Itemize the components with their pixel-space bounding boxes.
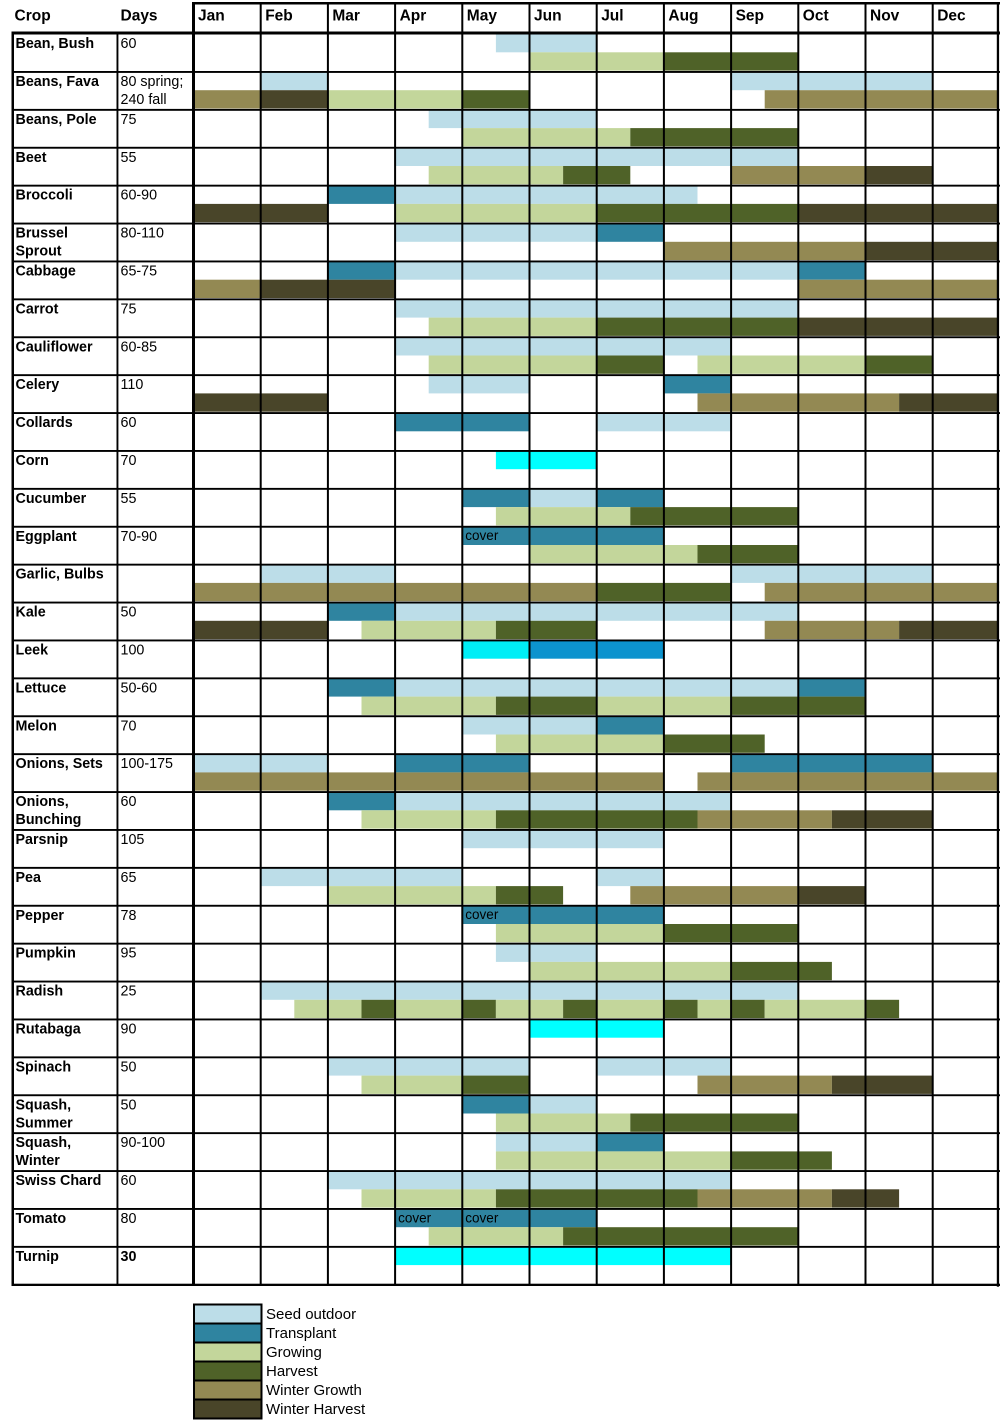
svg-text:Nov: Nov <box>870 8 900 25</box>
svg-text:Sep: Sep <box>736 8 764 25</box>
svg-text:Eggplant: Eggplant <box>16 529 77 545</box>
svg-text:50: 50 <box>121 1097 137 1113</box>
svg-text:Pepper: Pepper <box>16 908 65 924</box>
svg-text:Parsnip: Parsnip <box>16 832 69 848</box>
svg-text:Crop: Crop <box>15 8 51 25</box>
svg-text:Jun: Jun <box>534 8 562 25</box>
svg-text:cover: cover <box>465 907 499 922</box>
svg-text:78: 78 <box>121 908 137 924</box>
svg-text:Kale: Kale <box>16 605 46 621</box>
svg-text:cover: cover <box>465 528 499 543</box>
svg-text:60: 60 <box>121 36 137 52</box>
svg-text:70: 70 <box>121 718 137 734</box>
svg-text:90-100: 90-100 <box>121 1135 166 1151</box>
svg-text:Radish: Radish <box>16 984 64 1000</box>
svg-text:Pumpkin: Pumpkin <box>16 946 76 962</box>
svg-text:Garlic, Bulbs: Garlic, Bulbs <box>16 567 104 583</box>
svg-text:Beans, Fava: Beans, Fava <box>16 74 100 90</box>
svg-text:60-90: 60-90 <box>121 188 158 204</box>
svg-text:60: 60 <box>121 794 137 810</box>
svg-text:Spinach: Spinach <box>16 1059 72 1075</box>
svg-text:80: 80 <box>121 1211 137 1227</box>
svg-text:100: 100 <box>121 643 145 659</box>
svg-text:Collards: Collards <box>16 415 73 431</box>
svg-text:Lettuce: Lettuce <box>16 680 67 696</box>
svg-text:Mar: Mar <box>332 8 360 25</box>
svg-text:Transplant: Transplant <box>266 1325 337 1342</box>
svg-text:65-75: 65-75 <box>121 264 158 280</box>
svg-text:Beans, Pole: Beans, Pole <box>16 112 97 128</box>
svg-text:cover: cover <box>465 1211 499 1226</box>
svg-text:Onions, Sets: Onions, Sets <box>16 756 103 772</box>
svg-text:105: 105 <box>121 832 145 848</box>
svg-text:110: 110 <box>121 377 144 393</box>
svg-text:75: 75 <box>121 112 137 128</box>
svg-text:95: 95 <box>121 946 137 962</box>
svg-text:Winter Harvest: Winter Harvest <box>266 1401 366 1418</box>
svg-text:Summer: Summer <box>16 1115 74 1131</box>
svg-text:90: 90 <box>121 1022 137 1038</box>
svg-text:25: 25 <box>121 984 137 1000</box>
svg-text:50-60: 50-60 <box>121 680 158 696</box>
svg-text:Pea: Pea <box>16 870 42 886</box>
svg-text:50: 50 <box>121 605 137 621</box>
svg-text:Winter Growth: Winter Growth <box>266 1382 362 1399</box>
svg-text:Rutabaga: Rutabaga <box>16 1022 82 1038</box>
svg-text:Carrot: Carrot <box>16 301 59 317</box>
svg-text:Jan: Jan <box>198 8 225 25</box>
svg-text:Apr: Apr <box>400 8 427 25</box>
svg-text:60: 60 <box>121 415 137 431</box>
svg-text:75: 75 <box>121 301 137 317</box>
svg-text:Cauliflower: Cauliflower <box>16 339 93 355</box>
svg-text:Winter: Winter <box>16 1153 61 1169</box>
svg-text:Celery: Celery <box>16 377 60 393</box>
svg-text:Turnip: Turnip <box>16 1249 60 1265</box>
svg-text:Growing: Growing <box>266 1344 322 1361</box>
svg-text:Days: Days <box>121 8 158 25</box>
svg-text:Squash,: Squash, <box>16 1135 72 1151</box>
svg-text:Leek: Leek <box>16 643 49 659</box>
svg-text:Cucumber: Cucumber <box>16 491 87 507</box>
svg-text:80-110: 80-110 <box>121 226 165 242</box>
svg-text:Oct: Oct <box>803 8 829 25</box>
svg-text:30: 30 <box>121 1249 137 1265</box>
svg-text:Aug: Aug <box>668 8 698 25</box>
svg-text:Corn: Corn <box>16 453 49 469</box>
svg-text:May: May <box>467 8 498 25</box>
svg-text:240 fall: 240 fall <box>121 92 167 108</box>
svg-text:Squash,: Squash, <box>16 1097 72 1113</box>
svg-text:Seed outdoor: Seed outdoor <box>266 1306 356 1323</box>
svg-text:Broccoli: Broccoli <box>16 188 73 204</box>
svg-text:Brussel: Brussel <box>16 226 68 242</box>
svg-text:70-90: 70-90 <box>121 529 158 545</box>
svg-text:Bean, Bush: Bean, Bush <box>16 36 95 52</box>
svg-text:Swiss Chard: Swiss Chard <box>16 1173 102 1189</box>
svg-text:60: 60 <box>121 1173 137 1189</box>
svg-text:70: 70 <box>121 453 137 469</box>
svg-text:Dec: Dec <box>937 8 966 25</box>
svg-text:Tomato: Tomato <box>16 1211 67 1227</box>
svg-text:Onions,: Onions, <box>16 794 69 810</box>
svg-text:65: 65 <box>121 870 137 886</box>
svg-text:50: 50 <box>121 1059 137 1075</box>
svg-text:100-175: 100-175 <box>121 756 174 772</box>
svg-text:55: 55 <box>121 150 137 166</box>
svg-text:Feb: Feb <box>265 8 293 25</box>
svg-text:Harvest: Harvest <box>266 1363 319 1380</box>
svg-text:Cabbage: Cabbage <box>16 264 76 280</box>
svg-text:55: 55 <box>121 491 137 507</box>
svg-text:Sprout: Sprout <box>16 244 62 260</box>
svg-text:cover: cover <box>398 1210 432 1225</box>
svg-text:Jul: Jul <box>601 8 623 25</box>
svg-text:80 spring;: 80 spring; <box>121 74 184 90</box>
svg-text:Beet: Beet <box>16 150 47 166</box>
svg-text:Bunching: Bunching <box>16 812 82 828</box>
svg-text:60-85: 60-85 <box>121 339 158 355</box>
svg-text:Melon: Melon <box>16 718 57 734</box>
